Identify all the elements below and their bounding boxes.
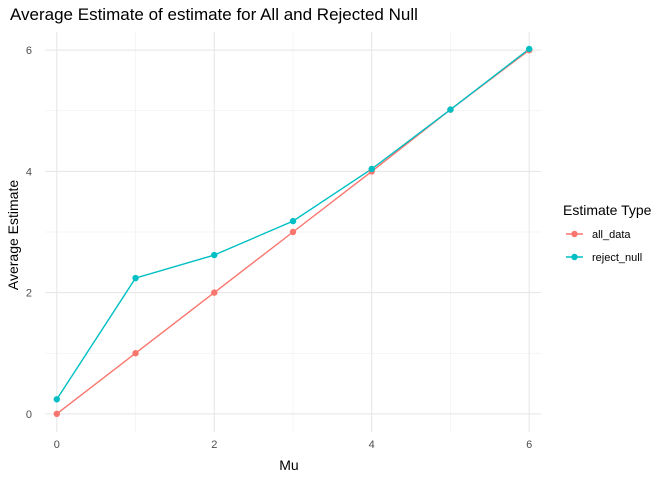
legend-title: Estimate Type (563, 202, 652, 218)
data-point-reject-null (132, 274, 139, 282)
data-point-reject-null (368, 165, 375, 173)
legend-key-reject-null (566, 253, 583, 261)
data-point-reject-null (53, 396, 61, 403)
x-tick-label: 0 (54, 439, 60, 451)
data-point-all-data (53, 410, 61, 418)
data-point-reject-null (525, 45, 533, 53)
legend-label: reject_null (592, 252, 642, 264)
x-axis-ticks: 0 2 4 6 (54, 439, 533, 451)
y-axis-title: Average Estimate (5, 180, 21, 290)
y-tick-label: 6 (26, 45, 32, 57)
y-tick-label: 4 (26, 166, 32, 178)
plot-panel (45, 32, 541, 432)
chart-title: Average Estimate of estimate for All and… (10, 5, 418, 24)
x-tick-label: 6 (526, 439, 532, 451)
data-point-all-data (211, 289, 218, 296)
x-axis-title: Mu (279, 457, 298, 473)
data-point-reject-null (289, 217, 297, 225)
data-point-reject-null (447, 106, 454, 113)
legend-key-all-data (566, 230, 583, 238)
legend-key-point (571, 230, 578, 238)
x-tick-label: 4 (369, 439, 375, 451)
legend: Estimate Type all_data reject_null (563, 202, 652, 264)
y-tick-label: 2 (26, 288, 32, 300)
data-point-reject-null (211, 251, 218, 259)
legend-key-point (571, 253, 578, 261)
data-point-all-data (289, 228, 297, 236)
series-layer (53, 45, 533, 418)
y-axis-ticks: 0 2 4 6 (26, 45, 32, 421)
data-point-all-data (132, 350, 139, 357)
y-tick-label: 0 (26, 409, 32, 421)
x-tick-label: 2 (211, 439, 217, 451)
legend-label: all_data (592, 229, 631, 241)
